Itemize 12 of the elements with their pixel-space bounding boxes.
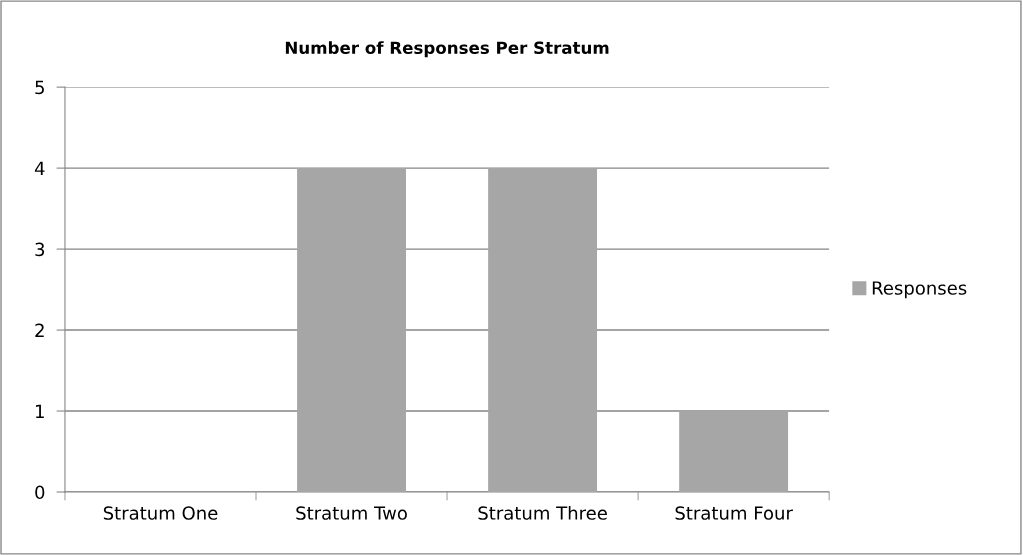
y-tick-label: 2 <box>35 323 44 337</box>
y-tick-label: 4 <box>34 161 45 175</box>
x-tick-label: Stratum Two <box>296 506 407 520</box>
y-tick-label: 0 <box>35 485 45 500</box>
x-tick-label: Stratum One <box>103 506 218 520</box>
legend-label: Responses <box>872 281 967 299</box>
x-tick-label: Stratum Four <box>675 506 793 520</box>
y-tick-label: 3 <box>35 242 45 257</box>
chart-title: Number of Responses Per Stratum <box>285 41 609 58</box>
x-tick-label: Stratum Three <box>478 505 607 520</box>
y-tick-label: 1 <box>36 404 44 418</box>
y-tick-label: 5 <box>35 80 44 95</box>
